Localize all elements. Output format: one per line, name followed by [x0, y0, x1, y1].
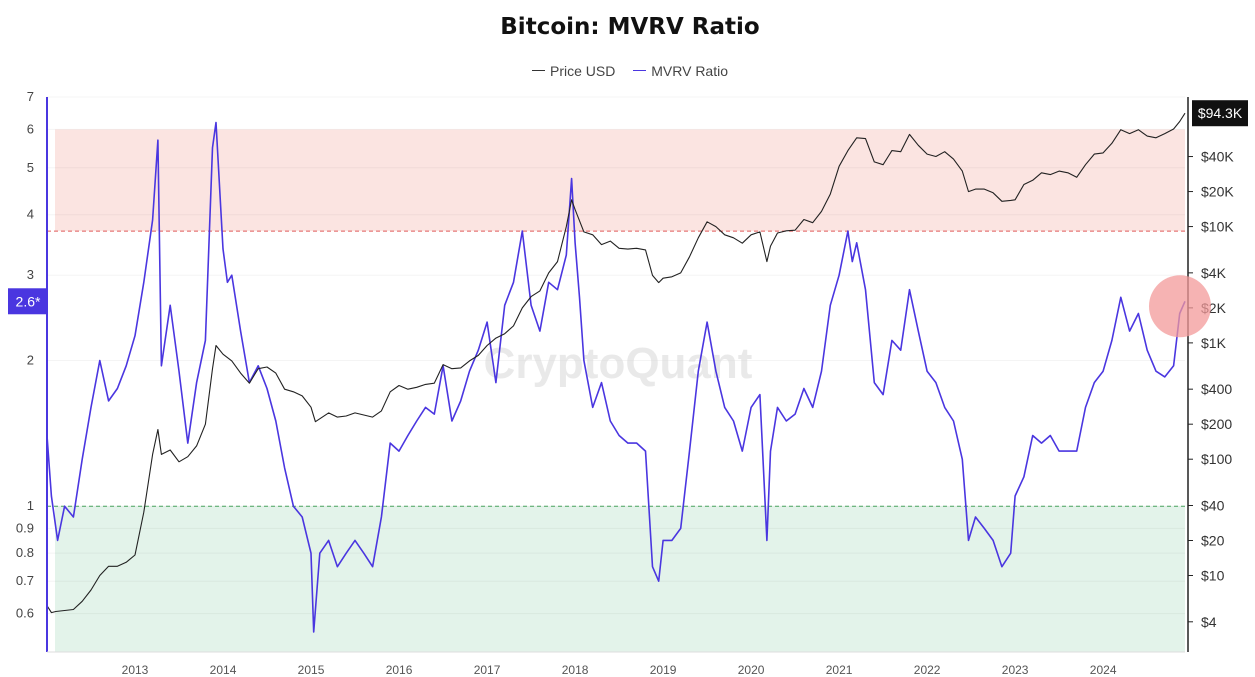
y-left-tick-label: 0.7: [16, 573, 34, 588]
x-tick-label: 2022: [914, 663, 941, 677]
labels-layer: 2.6* $94.3K: [8, 100, 1248, 338]
zone-layer: [55, 129, 1185, 652]
y-right-tick-label: $4: [1201, 614, 1217, 630]
y-left-tick-label: 3: [27, 267, 34, 282]
y-right-tick-label: $40K: [1201, 149, 1234, 165]
y-left-tick-label: 0.6: [16, 606, 34, 621]
legend-swatch-price: [531, 70, 545, 71]
legend-label-price: Price USD: [549, 62, 616, 79]
watermark: CryptoQuant: [484, 339, 753, 388]
y-right-tick-label: $20K: [1201, 184, 1234, 200]
x-tick-label: 2015: [298, 663, 325, 677]
x-tick-label: 2018: [562, 663, 589, 677]
chart-title: Bitcoin: MVRV Ratio: [500, 14, 760, 40]
x-tick-label: 2023: [1002, 663, 1029, 677]
y-right-tick-label: $100: [1201, 451, 1232, 467]
y-left-tick-label: 4: [27, 207, 34, 222]
price-usd-series-line: [46, 112, 1186, 614]
x-tick-label: 2017: [474, 663, 501, 677]
x-tick-label: 2019: [650, 663, 677, 677]
y-right-tick-label: $40: [1201, 497, 1225, 513]
x-tick-label: 2016: [386, 663, 413, 677]
y-right-tick-label: $10: [1201, 568, 1225, 584]
legend-swatch-mvrv: [633, 70, 647, 71]
zone-undervalued: [55, 506, 1185, 652]
y-right-tick-label: $20: [1201, 532, 1225, 548]
y-left-tick-label: 0.9: [16, 520, 34, 535]
legend-item-mvrv[interactable]: MVRV Ratio: [633, 63, 728, 79]
grid-layer: [47, 96, 1185, 615]
y-right-tick-label: $1K: [1201, 335, 1227, 351]
current-mvrv-badge: [8, 288, 48, 315]
current-mvrv-label: 2.6*: [16, 293, 41, 309]
current-price-badge: [1192, 100, 1248, 127]
y-left-tick-label: 7: [27, 89, 34, 104]
legend-label-mvrv: MVRV Ratio: [651, 62, 729, 79]
series-layer: [46, 112, 1186, 633]
current-mvrv-highlight-circle: [1149, 275, 1211, 338]
mvrv-ratio-series-line: [46, 121, 1186, 633]
y-left-tick-label: 6: [27, 121, 34, 136]
x-tick-label: 2014: [210, 663, 237, 677]
legend-item-price[interactable]: Price USD: [531, 62, 616, 79]
x-tick-label: 2021: [826, 663, 853, 677]
current-price-label: $94.3K: [1198, 105, 1243, 121]
legend: Price USD MVRV Ratio: [0, 58, 1255, 79]
y-right-tick-label: $4K: [1201, 265, 1227, 281]
y-right-tick-label: $10K: [1201, 219, 1234, 235]
axes-layer: 0.6 0.7 0.8 0.9 1 2 3 4 5 6 7 $4 $10 $20 $40 $100 $200 $4…: [16, 89, 1234, 677]
y-right-tick-label: $200: [1201, 416, 1232, 432]
y-left-tick-label: 5: [27, 160, 34, 175]
y-left-tick-label: 2: [27, 352, 34, 367]
x-tick-label: 2024: [1090, 663, 1117, 677]
y-left-tick-label: 0.8: [16, 545, 34, 560]
x-tick-label: 2020: [738, 663, 765, 677]
y-right-tick-label: $400: [1201, 381, 1232, 397]
x-tick-label: 2013: [122, 663, 149, 677]
y-left-tick-label: 1: [27, 498, 34, 513]
zone-overvalued: [55, 129, 1185, 232]
